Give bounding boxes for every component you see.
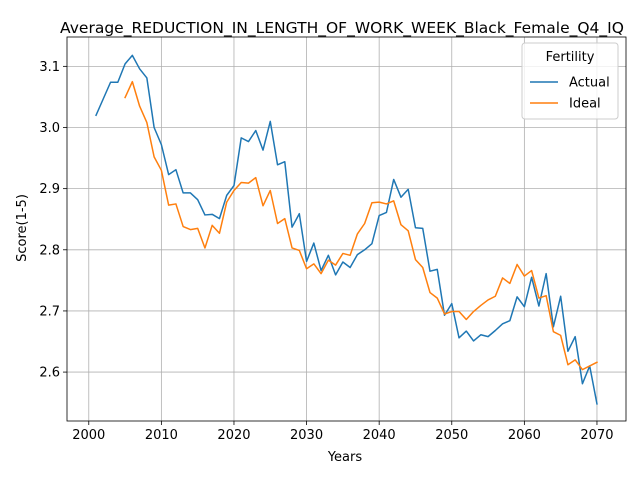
series-line-ideal (124, 80, 598, 371)
y-tick-label: 3.1 (39, 60, 60, 75)
x-tick-label: 2030 (290, 428, 323, 443)
legend: Fertility Actual Ideal (521, 42, 619, 120)
y-tick-label: 2.9 (39, 182, 60, 197)
y-tick-label: 2.6 (39, 366, 60, 381)
y-tick-label: 2.8 (39, 243, 60, 258)
x-tick-label: 2010 (145, 428, 178, 443)
legend-label-ideal: Ideal (569, 97, 601, 112)
plot-frame (66, 36, 627, 422)
x-axis-label: Years (327, 450, 363, 465)
x-tick-label: 2000 (72, 428, 105, 443)
legend-box (521, 42, 619, 120)
series-lines (95, 54, 598, 405)
x-tick-label: 2020 (217, 428, 250, 443)
series-line-actual (95, 54, 598, 405)
x-tick-label: 2060 (508, 428, 541, 443)
legend-title: Fertility (546, 50, 595, 65)
x-tick-label: 2050 (435, 428, 468, 443)
y-tick-label: 3.0 (39, 121, 60, 136)
x-tick-label: 2070 (580, 428, 613, 443)
chart-title: Average_REDUCTION_IN_LENGTH_OF_WORK_WEEK… (60, 19, 624, 38)
legend-label-actual: Actual (569, 76, 610, 91)
axis-ticks: 2000 2010 2020 2030 2040 2050 2060 2070 2.6 2.7 2.… (39, 60, 613, 443)
y-axis-label: Score(1-5) (15, 194, 30, 262)
y-tick-label: 2.7 (39, 304, 60, 319)
x-tick-label: 2040 (363, 428, 396, 443)
